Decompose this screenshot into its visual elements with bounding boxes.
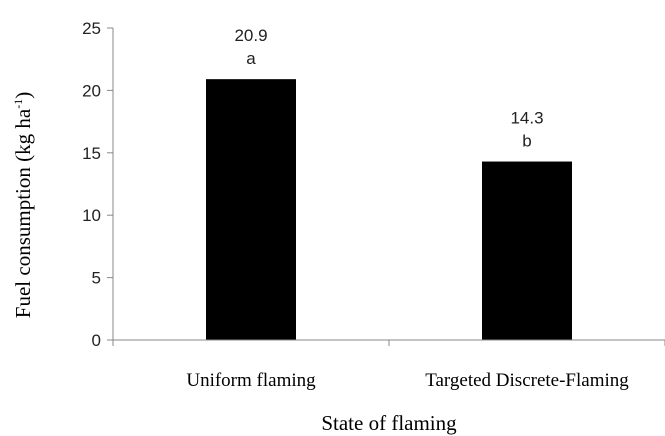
bar	[206, 79, 296, 340]
data-label-value: 20.9	[234, 26, 267, 45]
data-labels: 20.9 a 14.3 b	[234, 26, 543, 150]
bar	[482, 161, 572, 340]
category-label: Uniform flaming	[186, 370, 316, 391]
y-axis-title-main: Fuel consumption (kg ha	[11, 108, 35, 318]
y-tick-labels: 0 5 10 15 20 25	[82, 19, 101, 350]
y-tick-label: 0	[92, 331, 101, 350]
y-tick-label: 15	[82, 144, 101, 163]
y-tick-label: 25	[82, 19, 101, 38]
data-label-significance: a	[246, 49, 256, 68]
y-axis-title-superscript: -1	[11, 99, 25, 109]
y-tick-label: 10	[82, 206, 101, 225]
y-axis-title: Fuel consumption (kg ha-1)	[11, 92, 35, 318]
y-tick-label: 20	[82, 81, 101, 100]
y-tick-label: 5	[92, 269, 101, 288]
x-axis-title: State of flaming	[321, 411, 457, 435]
category-labels: Uniform flaming Targeted Discrete-Flaming	[186, 370, 629, 391]
category-label: Targeted Discrete-Flaming	[425, 370, 629, 391]
data-label-significance: b	[522, 132, 531, 151]
y-axis-title-close: )	[11, 92, 35, 99]
bars	[206, 79, 572, 340]
axes	[107, 27, 665, 346]
data-label-value: 14.3	[510, 109, 543, 128]
